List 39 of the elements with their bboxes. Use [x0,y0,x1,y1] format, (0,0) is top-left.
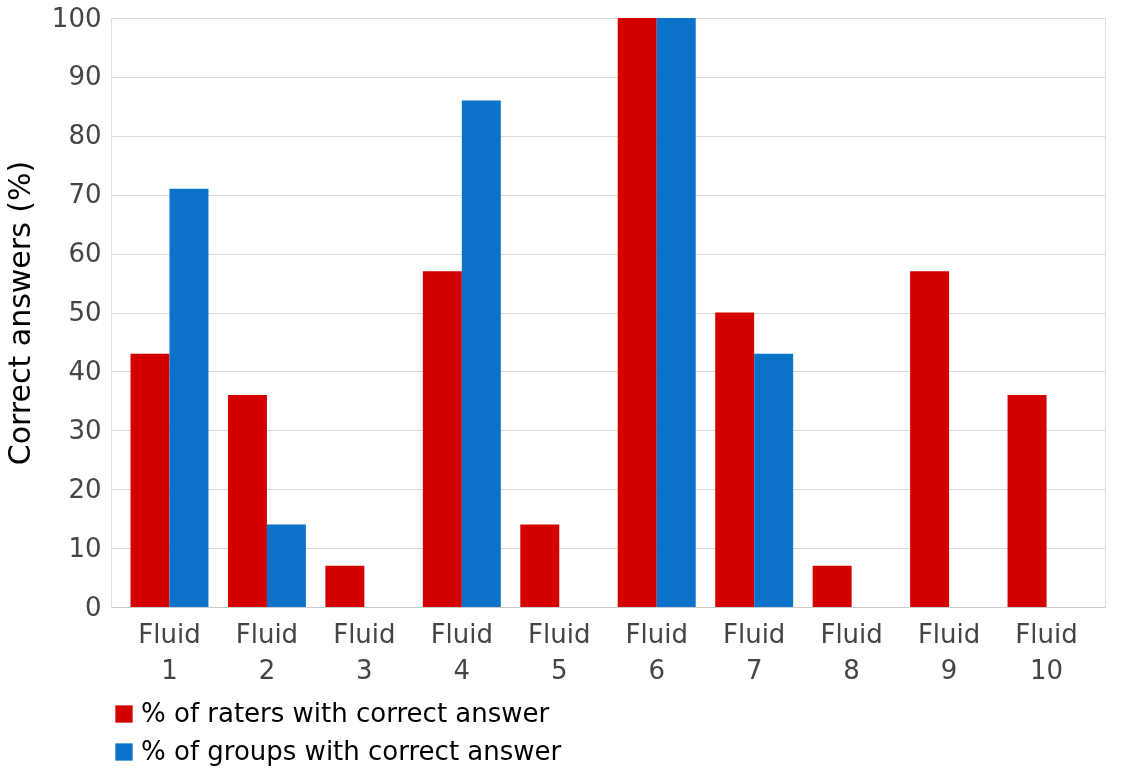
x-tick-label: Fluid 10 [1015,618,1078,685]
y-tick-label: 30 [68,414,102,445]
bar [656,18,696,607]
x-tick-label: Fluid 5 [528,618,591,685]
bar [227,394,267,607]
bar [715,312,755,607]
x-tick-label: Fluid 7 [722,618,786,685]
bar [910,271,950,607]
legend-label: % of groups with correct answer [141,736,562,766]
x-tick-label: Fluid 8 [820,618,883,685]
y-axis-title: Correct answers (%) [1,160,37,466]
y-tick-label: 20 [68,473,102,504]
bar [169,188,209,607]
y-tick-label: 50 [68,297,102,327]
x-tick-label: Fluid 4 [430,618,494,685]
y-tick-label: 100 [51,2,102,33]
y-tick-label: 70 [68,179,102,210]
bar [325,565,365,607]
x-tick-label: Fluid 6 [625,618,688,685]
bar [422,271,462,607]
x-tick-label: Fluid 2 [235,618,299,685]
bar [461,100,501,607]
bar [520,524,560,607]
bar [1007,394,1047,607]
bar [266,524,306,607]
bar [617,18,657,607]
bar [812,565,852,607]
y-tick-label: 10 [68,532,102,563]
legend-label: % of raters with correct answer [141,698,550,728]
x-tick-label: Fluid 1 [138,618,201,685]
y-tick-label: 80 [68,120,102,151]
x-tick-label: Fluid 9 [917,618,981,685]
y-tick-label: 60 [68,238,102,269]
y-tick-label: 90 [68,61,102,92]
y-tick-label: 40 [68,355,102,386]
bar [130,353,170,607]
bar [754,353,794,607]
y-tick-label: 0 [84,591,102,622]
x-tick-label: Fluid 3 [333,618,396,685]
